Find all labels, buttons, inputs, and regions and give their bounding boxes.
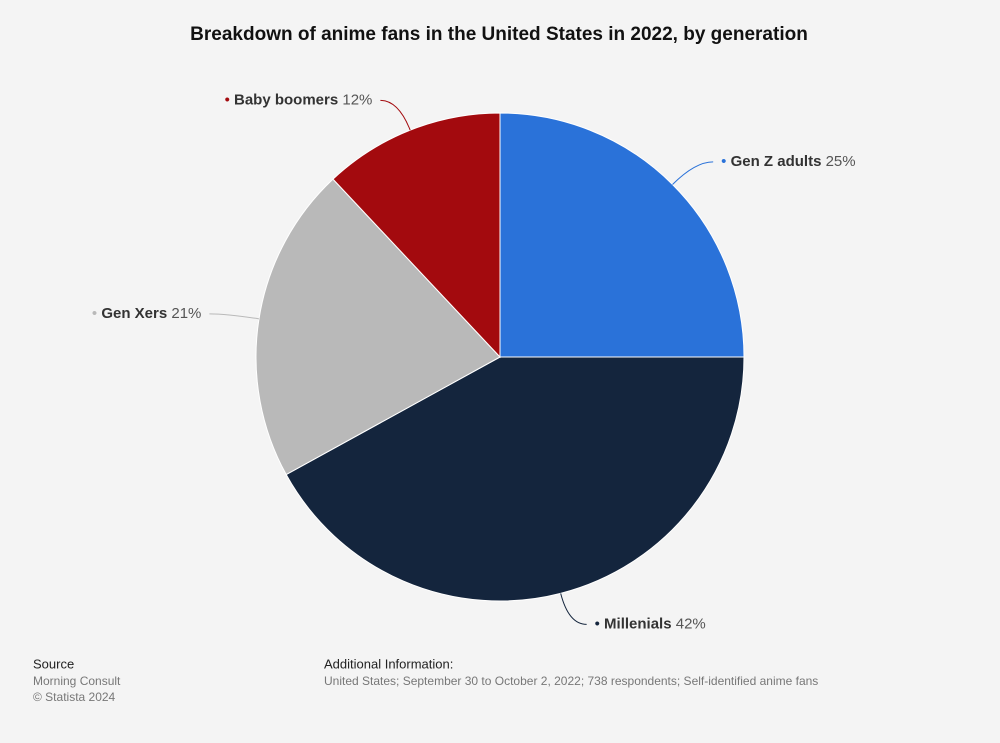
leader-line (560, 593, 587, 625)
additional-info-heading: Additional Information: (324, 656, 453, 671)
value-label: 21% (171, 305, 201, 322)
category-label: Millenials (604, 615, 672, 632)
slice-label: • Gen Z adults 25% (721, 153, 855, 170)
leader-line (209, 313, 260, 320)
slice-label: • Gen Xers 21% (92, 305, 201, 322)
slice-label: • Baby boomers 12% (225, 91, 373, 108)
pie-slice (332, 112, 501, 359)
category-label: Baby boomers (234, 91, 338, 108)
leader-line (672, 161, 714, 185)
value-label: 25% (826, 153, 856, 170)
legend-dot: • (225, 91, 234, 108)
legend-dot: • (721, 153, 730, 170)
legend-dot: • (595, 615, 604, 632)
source: Morning Consult (33, 674, 121, 688)
chart-title: Breakdown of anime fans in the United St… (190, 24, 808, 45)
additional-info: United States; September 30 to October 2… (324, 674, 818, 688)
pie-slice (255, 178, 501, 476)
value-label: 42% (676, 615, 706, 632)
slice-label: • Millenials 42% (595, 615, 706, 632)
leader-line (380, 99, 411, 131)
category-label: Gen Z adults (731, 153, 822, 170)
copyright: © Statista 2024 (33, 690, 116, 704)
legend-dot: • (92, 305, 101, 322)
value-label: 12% (342, 91, 372, 108)
source-heading: Source (33, 656, 74, 671)
category-label: Gen Xers (101, 305, 167, 322)
